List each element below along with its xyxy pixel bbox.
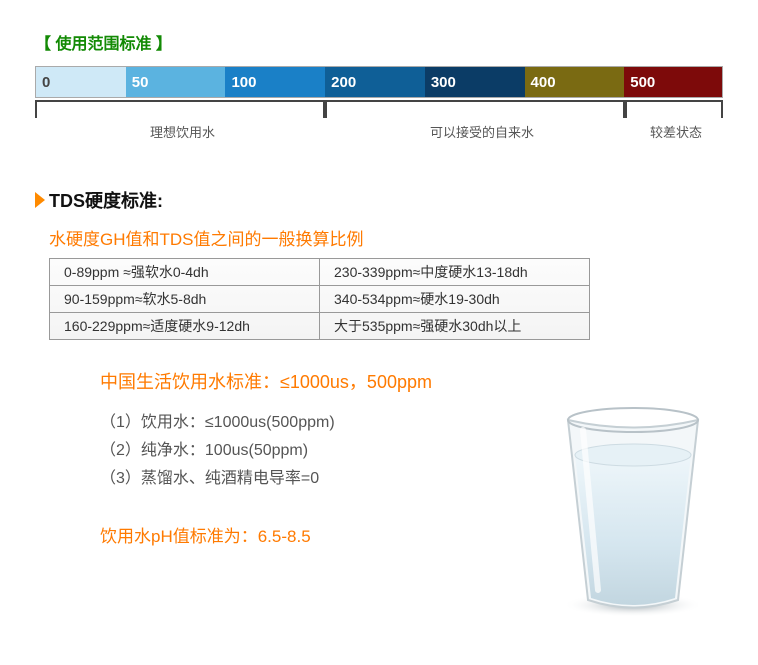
table-cell: 大于535ppm≈强硬水30dh以上 bbox=[320, 313, 590, 340]
triangle-icon bbox=[35, 192, 45, 208]
table-cell: 160-229ppm≈适度硬水9-12dh bbox=[50, 313, 320, 340]
tick bbox=[35, 100, 37, 118]
table-row: 90-159ppm≈软水5-8dh340-534ppm≈硬水19-30dh bbox=[50, 286, 590, 313]
table-cell: 0-89ppm ≈强软水0-4dh bbox=[50, 259, 320, 286]
section1-title: 【 使用范围标准 】 bbox=[35, 30, 723, 54]
tds-header: TDS硬度标准: bbox=[35, 187, 723, 213]
table-cell: 90-159ppm≈软水5-8dh bbox=[50, 286, 320, 313]
scale-segment: 0 bbox=[36, 67, 126, 97]
scale-range-label: 较差状态 bbox=[650, 122, 702, 141]
scale-range-label: 可以接受的自来水 bbox=[430, 122, 534, 141]
scale-bar: 050100200300400500 bbox=[35, 66, 723, 98]
tds-subtitle: 水硬度GH值和TDS值之间的一般换算比例 bbox=[49, 225, 723, 250]
china-standard-title: 中国生活饮用水标准：≤1000us，500ppm bbox=[100, 368, 723, 394]
tick bbox=[325, 100, 327, 118]
tick bbox=[721, 100, 723, 118]
scale-labels: 理想饮用水 可以接受的自来水 较差状态 bbox=[35, 122, 723, 142]
scale-segment: 300 bbox=[425, 67, 525, 97]
scale-segment: 100 bbox=[225, 67, 325, 97]
scale-ticks bbox=[35, 100, 723, 118]
scale-segment: 500 bbox=[624, 67, 722, 97]
tick-bar bbox=[625, 100, 723, 102]
tick-bar bbox=[35, 100, 325, 102]
table-row: 160-229ppm≈适度硬水9-12dh大于535ppm≈强硬水30dh以上 bbox=[50, 313, 590, 340]
scale-range-label: 理想饮用水 bbox=[150, 122, 215, 141]
scale-wrap: 050100200300400500 理想饮用水 可以接受的自来水 较差状态 bbox=[35, 66, 723, 142]
table-cell: 340-534ppm≈硬水19-30dh bbox=[320, 286, 590, 313]
tick bbox=[625, 100, 627, 118]
tds-title: TDS硬度标准: bbox=[49, 187, 163, 213]
scale-segment: 200 bbox=[325, 67, 425, 97]
table-cell: 230-339ppm≈中度硬水13-18dh bbox=[320, 259, 590, 286]
table-row: 0-89ppm ≈强软水0-4dh230-339ppm≈中度硬水13-18dh bbox=[50, 259, 590, 286]
tick-bar bbox=[325, 100, 625, 102]
water-glass-icon bbox=[543, 400, 723, 620]
scale-segment: 50 bbox=[126, 67, 226, 97]
scale-segment: 400 bbox=[525, 67, 625, 97]
hardness-table: 0-89ppm ≈强软水0-4dh230-339ppm≈中度硬水13-18dh9… bbox=[49, 258, 590, 340]
